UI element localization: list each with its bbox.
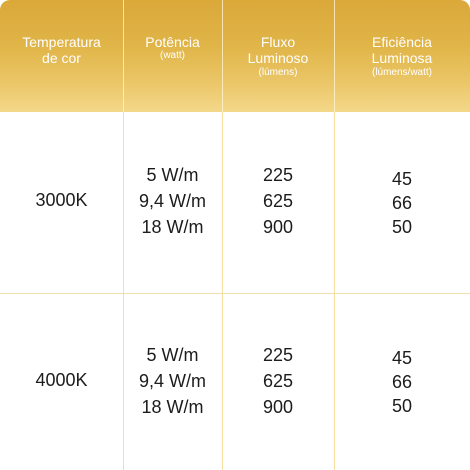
header-luminous-flux-subtitle: (lúmens) [258, 67, 298, 78]
row-2-power-value: 9,4 W/m [138, 371, 206, 391]
header-power-title: Potência [145, 34, 200, 50]
header-color-temperature-line2: de cor [42, 50, 81, 66]
row-1-flux-value: 225 [262, 165, 294, 185]
row-2-efficiency-value: 45 [391, 348, 413, 368]
row-2-temperature: 4000K [35, 370, 88, 390]
row-1-efficiency: 45 66 50 [334, 167, 470, 239]
header-color-temperature-line1: Temperatura [22, 34, 101, 50]
row-1-flux: 225 625 900 [222, 162, 334, 240]
row-2-efficiency: 45 66 50 [334, 346, 470, 418]
row-1-power-value: 9,4 W/m [138, 191, 206, 211]
row-1-efficiency-value: 45 [391, 169, 413, 189]
header-luminous-efficiency-line1: Eficiência [372, 34, 432, 50]
header-luminous-flux-line1: Fluxo [260, 34, 296, 50]
row-1-flux-value: 625 [262, 191, 294, 211]
row-2-efficiency-value: 50 [391, 396, 413, 416]
row-1-power-value: 5 W/m [146, 165, 199, 185]
table-header: Temperatura de cor Potência (watt) Fluxo… [0, 0, 470, 112]
header-luminous-flux: Fluxo Luminoso (lúmens) [222, 0, 334, 112]
row-2-power: 5 W/m 9,4 W/m 18 W/m [123, 342, 222, 420]
row-2-flux-value: 900 [262, 397, 294, 417]
column-divider [334, 112, 335, 470]
column-divider [123, 0, 124, 112]
column-divider [222, 112, 223, 470]
header-luminous-efficiency-line2: Luminosa [371, 50, 433, 66]
row-1-flux-value: 900 [262, 217, 294, 237]
row-2-flux-value: 225 [262, 345, 294, 365]
row-2-power-value: 5 W/m [146, 345, 199, 365]
row-2-flux-value: 625 [262, 371, 294, 391]
row-divider [0, 293, 470, 294]
header-color-temperature: Temperatura de cor [0, 0, 123, 112]
header-power: Potência (watt) [123, 0, 222, 112]
row-1-temperature: 3000K [35, 190, 88, 210]
column-divider [123, 112, 124, 470]
row-1-power: 5 W/m 9,4 W/m 18 W/m [123, 162, 222, 240]
row-2-efficiency-value: 66 [391, 372, 413, 392]
row-2-power-value: 18 W/m [141, 397, 204, 417]
header-power-subtitle: (watt) [160, 50, 185, 61]
header-luminous-efficiency-subtitle: (lúmens/watt) [371, 67, 432, 78]
header-luminous-flux-line2: Luminoso [247, 50, 309, 66]
row-1-efficiency-value: 66 [391, 193, 413, 213]
row-2-flux: 225 625 900 [222, 342, 334, 420]
column-divider [334, 0, 335, 112]
header-luminous-efficiency: Eficiência Luminosa (lúmens/watt) [334, 0, 470, 112]
row-1-power-value: 18 W/m [141, 217, 204, 237]
column-divider [222, 0, 223, 112]
row-1-efficiency-value: 50 [391, 217, 413, 237]
